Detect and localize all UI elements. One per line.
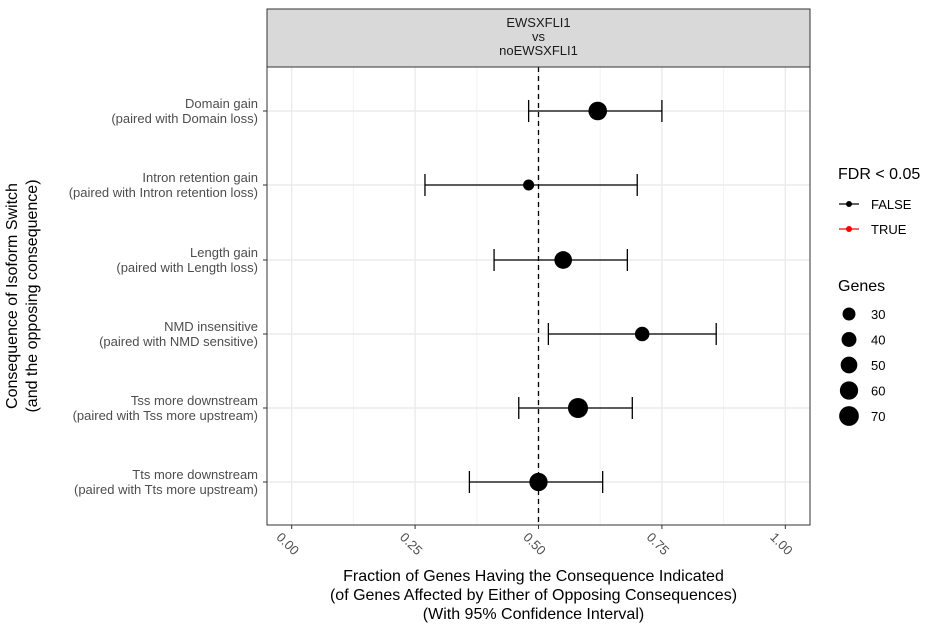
legend: FDR < 0.05 FALSE TRUE Genes 30 40 50 60 70 — [838, 166, 920, 426]
legend-color-label: FALSE — [871, 197, 912, 212]
y-tick-label: (paired with NMD sensitive) — [99, 334, 258, 349]
legend-size-label: 30 — [871, 307, 885, 322]
y-tick-label: (paired with Tss more upstream) — [73, 408, 258, 423]
legend-size-label: 50 — [871, 358, 885, 373]
data-point — [567, 397, 589, 419]
data-point-group — [518, 397, 633, 419]
x-tick-label: 0.25 — [397, 530, 426, 559]
data-point — [634, 326, 650, 342]
data-point-group — [493, 249, 629, 271]
y-tick-label: Domain gain — [185, 96, 258, 111]
y-axis: Domain gain(paired with Domain loss) Intr… — [69, 96, 267, 497]
data-point — [554, 251, 573, 269]
y-tick-label: (paired with Tts more upstream) — [74, 482, 258, 497]
x-tick-label: 0.75 — [644, 530, 673, 559]
legend-color-key-point — [846, 226, 852, 232]
strip-background — [266, 8, 811, 68]
legend-color-title: FDR < 0.05 — [838, 166, 920, 183]
data-point-group — [468, 471, 604, 493]
x-tick-label: 0.50 — [520, 530, 549, 559]
x-axis: 0.00 0.25 0.50 0.75 1.00 — [274, 525, 796, 558]
legend-size-key-point — [841, 332, 857, 347]
y-axis-title-line: Consequence of Isoform Switch — [4, 183, 21, 409]
x-axis-title-line: (of Genes Affected by Either of Opposing… — [330, 587, 737, 604]
data-point-group — [547, 323, 717, 345]
axis-titles: Fraction of Genes Having the Consequence… — [4, 179, 737, 623]
y-tick-label: Intron retention gain — [142, 170, 258, 185]
legend-size-key-point — [842, 307, 856, 321]
x-axis-title-line: (With 95% Confidence Interval) — [423, 606, 644, 623]
y-tick-label: Length gain — [190, 245, 258, 260]
y-tick-label: (paired with Length loss) — [116, 260, 258, 275]
facet-label-line: EWSXFLI1 — [506, 15, 570, 30]
x-axis-title-line: Fraction of Genes Having the Consequence… — [343, 568, 724, 585]
legend-size-title: Genes — [838, 278, 885, 295]
x-tick-label: 0.00 — [274, 530, 303, 559]
y-tick-label: Tss more downstream — [131, 393, 258, 408]
plot-panel — [266, 66, 811, 526]
data-point — [529, 472, 548, 492]
facet-label-line: noEWSXFLI1 — [499, 43, 578, 58]
data-point-group — [527, 100, 663, 122]
legend-size-key-point — [839, 381, 859, 400]
y-tick-label: (paired with Domain loss) — [111, 111, 258, 126]
data-point-group — [424, 174, 638, 196]
legend-size-key-point — [840, 356, 858, 374]
y-axis-title-line: (and the opposing consequence) — [24, 179, 41, 412]
legend-color-key-point — [846, 201, 852, 207]
y-tick-label: (paired with Intron retention loss) — [69, 185, 258, 200]
x-tick-label: 1.00 — [767, 530, 796, 559]
legend-size-label: 70 — [871, 409, 885, 424]
legend-size-label: 40 — [871, 333, 885, 348]
data-point — [588, 101, 608, 121]
legend-color-label: TRUE — [871, 222, 907, 237]
facet-label-line: vs — [532, 29, 546, 44]
y-tick-label: Tts more downstream — [132, 467, 258, 482]
data-point — [523, 179, 535, 191]
y-tick-label: NMD insensitive — [164, 319, 258, 334]
legend-size-label: 60 — [871, 384, 885, 399]
legend-size-key-point — [839, 406, 859, 426]
